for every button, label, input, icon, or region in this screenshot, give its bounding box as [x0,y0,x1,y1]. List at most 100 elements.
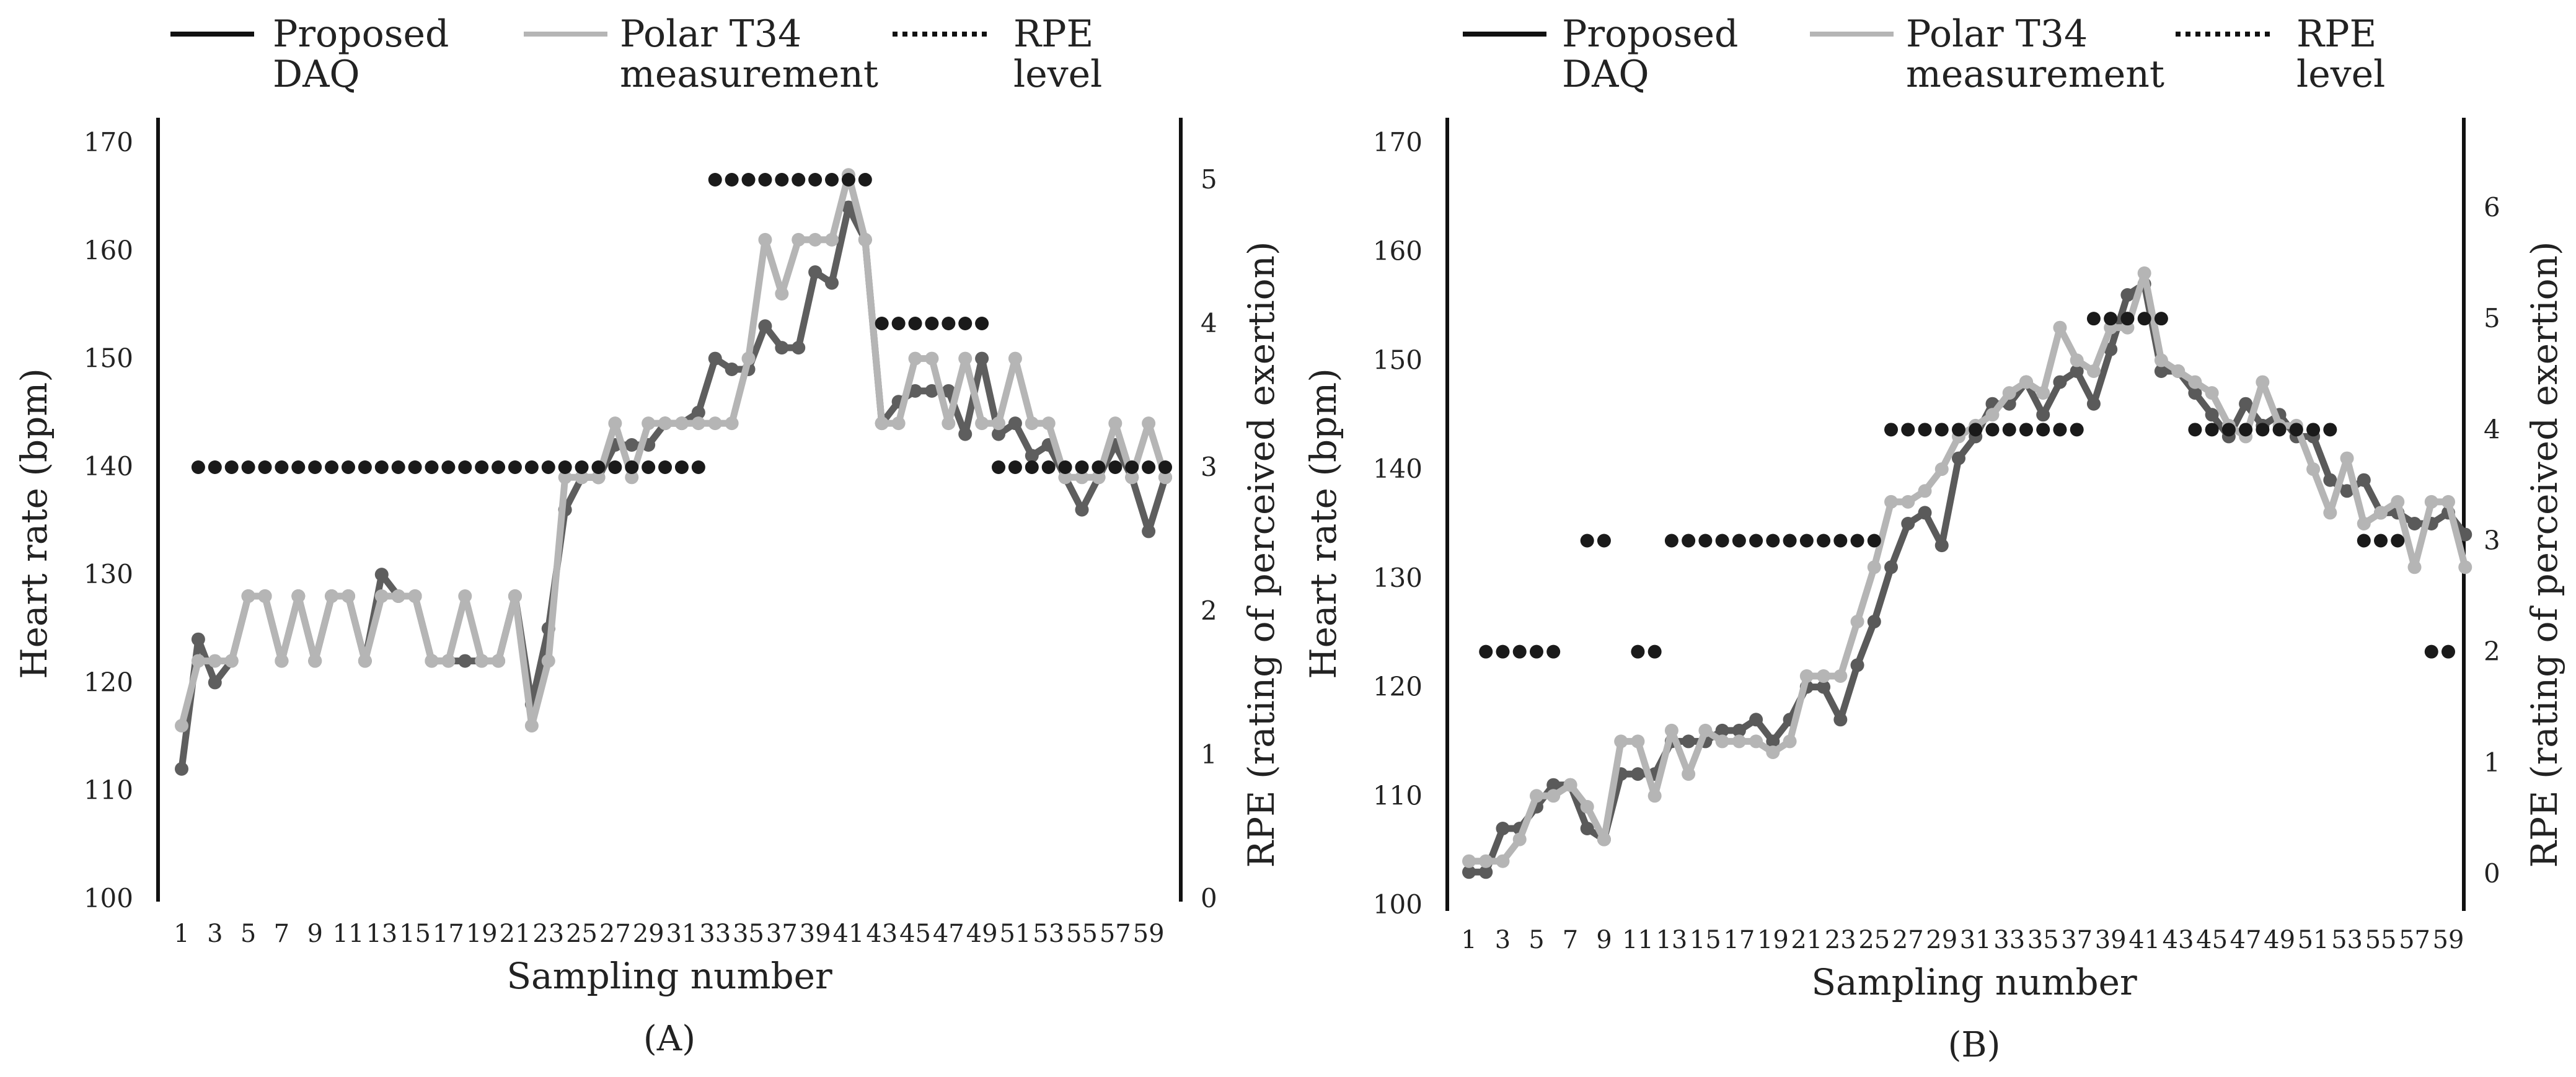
x-tick-label: 29 [633,920,664,948]
x-tick-label: 19 [466,920,498,948]
polar-t34-point [758,232,772,247]
polar-t34-point [558,470,572,485]
rpe-point [891,317,906,330]
panel-b-x-ticks: 1 3 5 7 9 11 13 15 17 19 21 23 25 27 29 31 33 35 37 39 41 43 4… [1461,926,2464,954]
polar-t34-point [625,470,639,485]
rpe-point [2424,644,2438,659]
proposed-daq-point [1075,503,1089,517]
proposed-daq-point [374,568,389,582]
polar-t34-point [1614,734,1628,749]
rpe-point [374,460,389,474]
polar-t34-point [775,287,789,301]
x-tick-label: 5 [240,920,256,948]
polar-t34-point [175,719,188,733]
polar-t34-point [1918,484,1932,498]
proposed-daq-point [2239,397,2253,411]
x-tick-label: 11 [1622,926,1654,954]
y-tick-label: 150 [1373,345,1423,375]
y2-tick-label: 1 [1201,739,1217,770]
polar-t34-point [2086,364,2101,378]
panel-a-legend-label-polar: Polar T34 [620,12,801,56]
rpe-point [1142,460,1156,474]
rpe-point [2188,423,2202,437]
panel-b-legend-label-proposed-2: DAQ [1562,53,1649,96]
polar-t34-point [1041,416,1056,431]
y-tick-label: 100 [84,883,133,913]
rpe-point [1041,460,1056,474]
proposed-daq-point [942,384,956,398]
polar-t34-point [708,416,722,431]
panel-b-legend: Proposed DAQ Polar T34 measurement RPE l… [1463,12,2385,96]
rpe-point [792,173,806,187]
polar-t34-point [391,589,405,603]
polar-t34-point [691,416,705,431]
rpe-point [858,173,872,187]
proposed-daq-point [2357,473,2371,487]
panel-a-y-axis-title: Heart rate (bpm) [13,368,55,679]
x-tick-label: 25 [1858,926,1890,954]
polar-t34-point [441,654,456,668]
x-tick-label: 17 [433,920,464,948]
rpe-point [2221,423,2236,437]
rpe-point [358,460,372,474]
proposed-daq-point [1546,778,1561,792]
rpe-point [1952,423,1965,437]
rpe-point [608,460,622,474]
rpe-point [1580,534,1594,548]
rpe-point [291,460,306,474]
polar-t34-point [275,654,289,668]
proposed-daq-point [2407,517,2422,530]
rpe-point [2256,423,2270,437]
polar-t34-point [992,416,1006,431]
x-tick-label: 17 [1723,926,1755,954]
rpe-point [2002,423,2016,437]
rpe-point [625,460,639,474]
rpe-point [642,460,656,474]
polar-t34-point [591,470,606,485]
y-tick-label: 100 [1373,889,1423,920]
polar-t34-point [2424,495,2438,509]
polar-t34-point [925,351,939,366]
polar-t34-point [475,654,489,668]
panel-b-y-ticks: 100 110 120 130 140 150 160 170 [1373,127,1423,920]
proposed-daq-point [1934,538,1949,553]
proposed-daq-point [2188,386,2202,400]
panel-a-legend-label-rpe: RPE [1013,12,1093,56]
proposed-daq-point [1901,517,1915,530]
x-tick-label: 3 [207,920,223,948]
panel-b-y2-axis-title: RPE (rating of perceived exertion) [2523,241,2565,868]
panel-b-legend-label-polar-2: measurement [1906,53,2164,96]
y2-tick-label: 6 [2484,192,2500,222]
rpe-point [2205,423,2219,437]
panel-a-x-axis-title: Sampling number [506,955,832,997]
x-tick-label: 37 [766,920,798,948]
rpe-point [1058,460,1072,474]
x-tick-label: 37 [2061,926,2093,954]
polar-t34-point [875,416,889,431]
polar-t34-line [1465,270,2469,865]
proposed-daq-point [1867,615,1881,629]
polar-t34-point [1647,789,1662,803]
panel-b-legend-label-polar: Polar T34 [1906,12,2088,56]
rpe-point [2289,423,2303,437]
rpe-point [2357,534,2371,548]
x-tick-label: 47 [2230,926,2262,954]
proposed-daq-point [1749,713,1763,727]
x-tick-label: 49 [966,920,998,948]
rpe-point [1682,534,1696,548]
proposed-daq-point [1884,560,1899,574]
proposed-daq-point [725,363,739,376]
rpe-point [908,317,922,330]
rpe-point [2019,423,2033,437]
polar-t34-point [2137,266,2151,280]
rpe-point [258,460,272,474]
rpe-level-series [1479,312,2455,659]
rpe-point [224,460,239,474]
polar-t34-point [858,232,872,247]
polar-t34-point [1008,351,1022,366]
x-tick-label: 9 [1596,926,1612,954]
polar-t34-point [458,589,472,603]
rpe-point [725,173,739,187]
rpe-point [1025,460,1039,474]
y-tick-label: 110 [1373,780,1423,811]
